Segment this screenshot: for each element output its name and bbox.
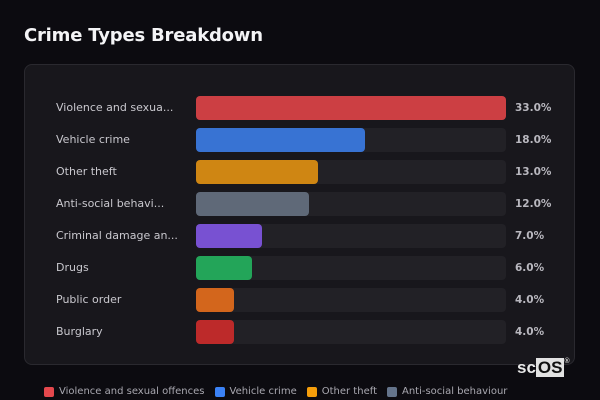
legend-swatch-icon: [386, 386, 397, 397]
bar-track: [196, 320, 506, 344]
bar-value: 33.0%: [515, 102, 552, 114]
legend-label: Violence and sexual offences: [59, 386, 205, 397]
bar-row: Burglary 4.0%: [25, 320, 574, 344]
legend-label: Other theft: [321, 386, 377, 397]
legend-label: Anti-social behaviour: [401, 386, 508, 397]
bar-row: Public order 4.0%: [25, 288, 574, 312]
bar-row: Drugs 6.0%: [25, 256, 574, 280]
chart-legend: Violence and sexual offences Vehicle crim…: [44, 386, 507, 397]
bar-track: [196, 224, 506, 248]
legend-item[interactable]: Anti-social behaviour: [386, 386, 508, 397]
bar-row: Anti-social behavi... 12.0%: [25, 192, 574, 216]
bar-row: Violence and sexua... 33.0%: [25, 96, 574, 120]
legend-item[interactable]: Vehicle crime: [214, 386, 297, 397]
legend-swatch-icon: [306, 386, 317, 397]
bar-label: Burglary: [56, 325, 103, 338]
legend-swatch-icon: [214, 386, 225, 397]
legend-item[interactable]: Violence and sexual offences: [44, 386, 205, 397]
bar-track: [196, 160, 506, 184]
bar-value: 13.0%: [515, 166, 552, 178]
bar-value: 18.0%: [515, 134, 552, 146]
bar-row: Vehicle crime 18.0%: [25, 128, 574, 152]
bar-fill[interactable]: [196, 256, 253, 280]
bar-fill[interactable]: [196, 288, 234, 312]
bar-track: [196, 256, 506, 280]
bar-label: Criminal damage an...: [56, 229, 178, 242]
bar-label: Violence and sexua...: [56, 101, 174, 114]
bar-label: Anti-social behavi...: [56, 197, 165, 210]
bar-track: [196, 288, 506, 312]
bar-fill[interactable]: [196, 320, 234, 344]
bar-label: Other theft: [56, 165, 117, 178]
chart-title: Crime Types Breakdown: [24, 25, 263, 46]
legend-label: Vehicle crime: [229, 386, 297, 397]
bar-value: 4.0%: [515, 326, 545, 338]
bar-label: Drugs: [56, 261, 89, 274]
bar-fill[interactable]: [196, 192, 309, 216]
bar-track: [196, 128, 506, 152]
bar-fill[interactable]: [196, 128, 366, 152]
bar-label: Public order: [56, 293, 122, 306]
bar-fill[interactable]: [196, 160, 319, 184]
bar-fill[interactable]: [196, 96, 506, 120]
chart-card: Violence and sexua... 33.0% Vehicle crime 1…: [24, 64, 575, 365]
bar-value: 6.0%: [515, 262, 545, 274]
legend-swatch-icon: [44, 386, 54, 397]
watermark-logo: sc OS ®: [517, 358, 570, 378]
watermark-prefix: sc: [517, 358, 536, 377]
bar-value: 12.0%: [515, 198, 552, 210]
registered-icon: ®: [564, 358, 570, 365]
bar-value: 7.0%: [515, 230, 545, 242]
watermark-boxed: OS: [535, 358, 565, 377]
bar-label: Vehicle crime: [56, 133, 130, 146]
bar-fill[interactable]: [196, 224, 262, 248]
bar-track: [196, 96, 506, 120]
bar-value: 4.0%: [515, 294, 545, 306]
legend-item[interactable]: Other theft: [306, 386, 377, 397]
bar-row: Other theft 13.0%: [25, 160, 574, 184]
bar-track: [196, 192, 506, 216]
bar-row: Criminal damage an... 7.0%: [25, 224, 574, 248]
